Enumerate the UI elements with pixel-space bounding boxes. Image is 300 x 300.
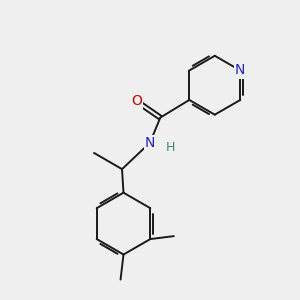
Text: H: H [166,141,175,154]
Text: N: N [145,136,155,150]
Text: N: N [235,64,245,77]
Text: O: O [131,94,142,108]
